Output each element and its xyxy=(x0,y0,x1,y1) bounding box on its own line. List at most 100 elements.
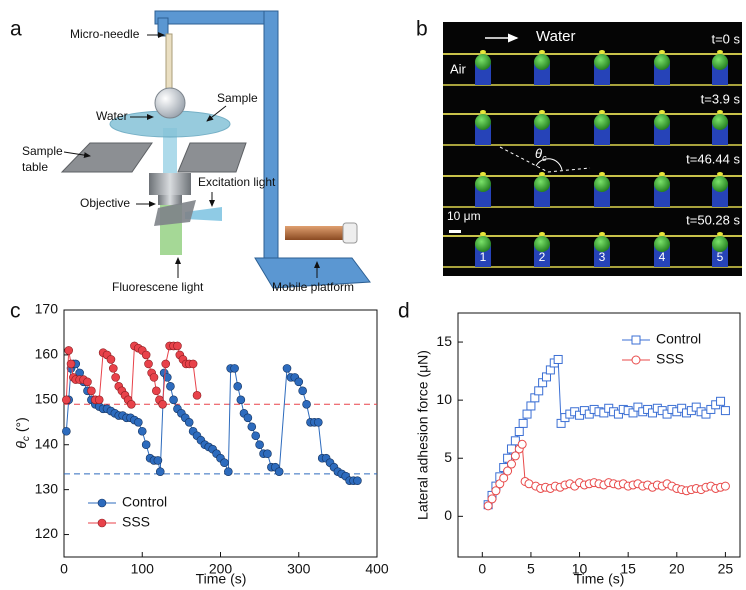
label: Excitation light xyxy=(198,175,276,189)
drop xyxy=(539,172,545,176)
drop xyxy=(539,232,545,236)
arrow xyxy=(63,151,91,159)
marker xyxy=(691,402,701,412)
marker xyxy=(613,409,623,419)
marker xyxy=(62,395,71,405)
marker xyxy=(243,413,253,423)
x-tick-label: 10 xyxy=(572,561,588,577)
marker xyxy=(599,408,609,418)
marker xyxy=(184,417,194,427)
time-label: t=46.44 s xyxy=(686,151,740,166)
phase-label: Air xyxy=(450,61,467,76)
marker xyxy=(236,395,246,405)
label: Sample xyxy=(217,91,258,105)
marker xyxy=(503,466,513,476)
marker xyxy=(94,395,104,405)
x-axis-label: Time (s) xyxy=(196,571,247,587)
micrograph-bg xyxy=(443,22,742,276)
pillar-cap xyxy=(594,54,610,70)
y-tick-label: 170 xyxy=(35,301,59,317)
y-tick-label: 160 xyxy=(35,346,59,362)
pillar-cap xyxy=(594,236,610,252)
marker xyxy=(141,350,151,360)
flow-label: Water xyxy=(536,28,575,45)
dichroic xyxy=(154,200,196,226)
marker xyxy=(534,386,544,396)
stand-beam xyxy=(154,10,279,25)
label: Fluorescene light xyxy=(112,280,204,294)
pillar-cap xyxy=(654,176,670,192)
marker xyxy=(575,410,585,420)
marker xyxy=(553,354,563,364)
marker xyxy=(149,373,159,382)
marker xyxy=(282,364,292,373)
pillar-cap xyxy=(475,176,491,192)
marker xyxy=(701,409,711,419)
x-tick-label: 300 xyxy=(287,561,311,577)
marker xyxy=(483,501,493,511)
pillar-cap xyxy=(712,114,728,130)
x-tick-label: 5 xyxy=(527,561,535,577)
marker xyxy=(647,408,657,418)
x-tick-label: 200 xyxy=(209,561,233,577)
needle-holder xyxy=(157,17,169,37)
marker xyxy=(64,346,73,355)
x-tick-label: 0 xyxy=(478,561,486,577)
plot-frame xyxy=(457,312,741,558)
marker xyxy=(274,467,284,476)
drop xyxy=(717,172,723,176)
pillar-cap xyxy=(534,176,550,192)
marker xyxy=(188,359,198,369)
pillar-cap xyxy=(594,114,610,130)
marker xyxy=(192,391,202,400)
legend-label: SSS xyxy=(656,351,684,367)
marker xyxy=(137,426,147,436)
marker xyxy=(247,422,257,432)
scale-label: 10 μm xyxy=(447,209,481,223)
marker xyxy=(152,386,161,396)
drop xyxy=(717,50,723,54)
legend-label: SSS xyxy=(122,514,150,530)
drop xyxy=(659,50,665,54)
marker xyxy=(155,467,165,476)
angle-subscript: c xyxy=(542,153,547,163)
pillar-cap xyxy=(534,114,550,130)
pillar-cap xyxy=(594,176,610,192)
marker xyxy=(510,451,520,461)
y-tick-label: 140 xyxy=(35,435,59,451)
pillar-label: 5 xyxy=(717,250,724,264)
drop xyxy=(539,110,545,114)
x-axis-label: Time (s) xyxy=(574,571,625,587)
pillar-cap xyxy=(712,54,728,70)
panel-label: a xyxy=(10,18,22,41)
angle-arc xyxy=(535,158,563,171)
stand-column xyxy=(263,10,279,270)
marker xyxy=(141,440,151,450)
label: table xyxy=(22,160,48,174)
marker xyxy=(230,364,239,373)
marker xyxy=(720,481,730,491)
angle-line xyxy=(547,167,591,173)
y-axis-unit: (°) xyxy=(13,417,29,432)
marker xyxy=(169,395,178,405)
marker xyxy=(487,494,497,504)
marker xyxy=(166,382,175,391)
marker xyxy=(83,377,92,387)
y-tick-label: 130 xyxy=(35,480,59,496)
y-tick-label: 10 xyxy=(436,391,452,407)
pillar-cap xyxy=(654,114,670,130)
drop xyxy=(659,172,665,176)
legend-label: Control xyxy=(656,331,701,347)
excitation-beam xyxy=(185,207,222,221)
pillar-cap xyxy=(475,236,491,252)
pillar-cap xyxy=(534,236,550,252)
y-axis-symbol: θ xyxy=(13,441,29,449)
marker xyxy=(716,396,726,406)
label: Objective xyxy=(80,196,130,210)
y-tick-label: 5 xyxy=(444,449,452,465)
label: Water xyxy=(96,109,128,123)
plot-frame xyxy=(63,309,378,558)
marker xyxy=(126,400,136,409)
objective-tip xyxy=(158,195,182,205)
